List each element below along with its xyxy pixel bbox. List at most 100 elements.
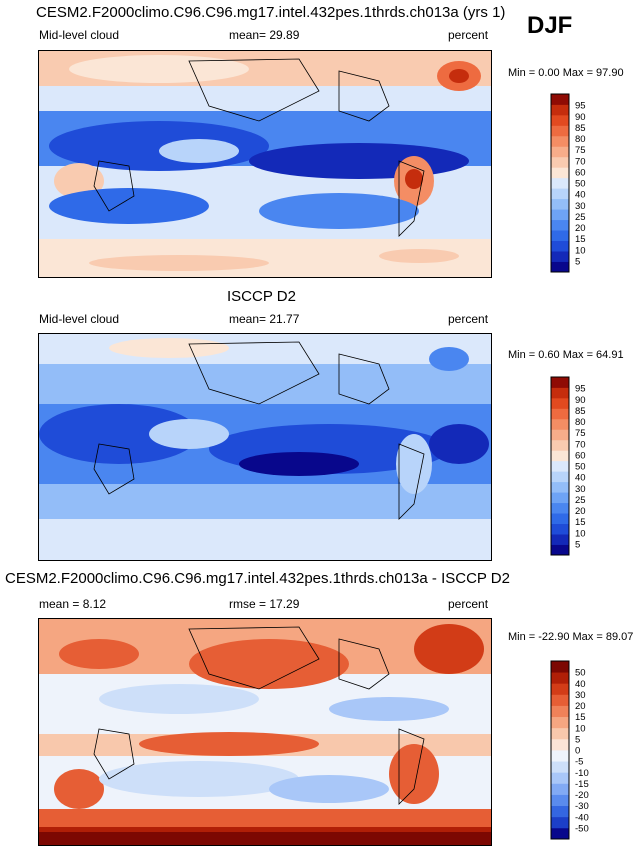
panel1-colorbar-tick-label: 70 [575, 156, 586, 167]
panel1-colorbar-swatch [551, 146, 569, 158]
panel2-colorbar-swatch [551, 377, 569, 388]
panel2-colorbar-swatch [551, 439, 569, 451]
panel1-colorbar-swatch [551, 209, 569, 221]
panel1-map-field [39, 51, 491, 277]
panel3-title: CESM2.F2000climo.C96.C96.mg17.intel.432p… [5, 570, 510, 587]
panel2-colorbar-swatch [551, 523, 569, 535]
panel2-colorbar: 95 90 85 80 75 70 60 50 40 30 25 20 15 10 5 [550, 376, 591, 556]
panel3-units-label: percent [448, 597, 489, 611]
panel1-colorbar-tick-label: 60 [575, 167, 586, 178]
panel2-colorbar-tick-label: 70 [575, 439, 586, 450]
panel1-colorbar-swatch [551, 219, 569, 231]
panel1-colorbar-swatch [551, 230, 569, 241]
panel2-colorbar-swatch [551, 534, 569, 545]
panel2-colorbar-swatch [551, 450, 569, 462]
panel1-colorbar-tick-label: 90 [575, 112, 586, 123]
panel3-colorbar-tick-label: -15 [575, 779, 589, 790]
season-label: DJF [527, 12, 573, 39]
panel3-colorbar-tick-label: 30 [575, 690, 586, 701]
panel3-minmax: Min = -22.90 Max = 89.07 [508, 631, 634, 643]
panel1-colorbar-tick-label: 10 [575, 245, 586, 256]
panel3-colorbar-tick-label: -20 [575, 790, 589, 801]
panel1-colorbar-tick-label: 95 [575, 101, 586, 112]
panel1-colorbar-swatch [551, 240, 569, 252]
panel3-colorbar-swatch [551, 750, 569, 762]
panel2-colorbar-tick-label: 95 [575, 384, 586, 395]
panel1-colorbar-swatch [551, 135, 569, 147]
panel2-colorbar-tick-label: 85 [575, 406, 586, 417]
panel2-colorbar-swatch [551, 397, 569, 409]
panel3-colorbar-swatch [551, 727, 569, 740]
panel3-colorbar-tick-label: -50 [575, 823, 589, 834]
panel3-map-field [39, 619, 491, 845]
panel2-colorbar-tick-label: 25 [575, 495, 586, 506]
panel3-colorbar-tick-label: 0 [575, 746, 580, 757]
panel2-colorbar-swatch [551, 387, 569, 399]
panel3-map [38, 618, 492, 846]
panel1-variable-label: Mid-level cloud [39, 28, 120, 42]
panel2-colorbar-swatch [551, 408, 569, 420]
panel3-colorbar-swatch [551, 705, 569, 718]
panel1-colorbar-tick-label: 30 [575, 201, 586, 212]
panel3-colorbar-tick-label: 20 [575, 701, 586, 712]
panel2-colorbar-swatch [551, 460, 569, 472]
panel2-colorbar-tick-label: 30 [575, 484, 586, 495]
panel3-rmse-label: rmse = 17.29 [229, 597, 300, 611]
panel1-colorbar-swatch [551, 114, 569, 126]
panel1-colorbar-tick-label: 5 [575, 256, 580, 267]
panel1-title: CESM2.F2000climo.C96.C96.mg17.intel.432p… [36, 4, 506, 21]
panel3-colorbar-swatch [551, 772, 569, 784]
panel2-colorbar-tick-label: 75 [575, 428, 586, 439]
panel2-colorbar-tick-label: 40 [575, 473, 586, 484]
panel1-colorbar-tick-label: 85 [575, 123, 586, 134]
panel1-map [38, 50, 492, 278]
panel1-colorbar: 95 90 85 80 75 70 60 50 40 30 25 20 15 10 5 [550, 93, 591, 273]
panel1-colorbar-swatch [551, 125, 569, 137]
panel3-colorbar-swatch [551, 738, 569, 751]
panel2-colorbar-swatch [551, 544, 569, 556]
panel1-colorbar-swatch [551, 177, 569, 189]
panel3-colorbar-swatch [551, 672, 569, 684]
panel2-colorbar-swatch [551, 481, 569, 493]
panel3-mean-label: mean = 8.12 [39, 597, 107, 611]
panel1-colorbar-swatch [551, 94, 569, 105]
panel3-colorbar-swatch [551, 716, 569, 729]
panel1-mean-label: mean= 29.89 [229, 28, 300, 42]
panel3-colorbar-tick-label: -40 [575, 812, 589, 823]
panel3-colorbar-border [550, 660, 570, 840]
panel3-colorbar-tick-label: 50 [575, 668, 586, 679]
panel2-colorbar-tick-label: 10 [575, 528, 586, 539]
panel1-colorbar-tick-label: 80 [575, 134, 586, 145]
panel3-colorbar-tick-label: -10 [575, 768, 589, 779]
panel3-colorbar-tick-label: 15 [575, 712, 586, 723]
panel1-colorbar-border [550, 93, 570, 273]
panel3-colorbar-swatch [551, 816, 569, 829]
panel1-colorbar-swatch [551, 156, 569, 168]
panel1-colorbar-swatch [551, 251, 569, 262]
panel2-colorbar-swatch [551, 502, 569, 514]
panel2-mean-label: mean= 21.77 [229, 312, 300, 326]
panel3-colorbar: 50 40 30 20 15 10 5 0 -5 -10 -15 -20 -30 -40 -50 [550, 660, 591, 840]
panel3-colorbar-tick-label: 5 [575, 734, 580, 745]
panel2-colorbar-tick-label: 90 [575, 395, 586, 406]
panel1-colorbar-tick-label: 40 [575, 190, 586, 201]
panel1-colorbar-tick-label: 20 [575, 223, 586, 234]
panel3-colorbar-swatch [551, 783, 569, 795]
panel2-minmax: Min = 0.60 Max = 64.91 [508, 349, 624, 361]
panel1-units-label: percent [448, 28, 489, 42]
panel2-variable-label: Mid-level cloud [39, 312, 120, 326]
panel1-colorbar-swatch [551, 188, 569, 200]
panel3-colorbar-swatch [551, 805, 569, 818]
panel2-colorbar-swatch [551, 492, 569, 504]
panel2-colorbar-swatch [551, 513, 569, 524]
panel2-map-field [39, 334, 491, 560]
panel1-colorbar-tick-label: 15 [575, 234, 586, 245]
panel3-colorbar-swatch [551, 661, 569, 673]
panel2-colorbar-border [550, 376, 570, 556]
panel1-colorbar-swatch [551, 167, 569, 179]
panel1-colorbar-tick-label: 75 [575, 145, 586, 156]
panel1-colorbar-swatch [551, 104, 569, 116]
